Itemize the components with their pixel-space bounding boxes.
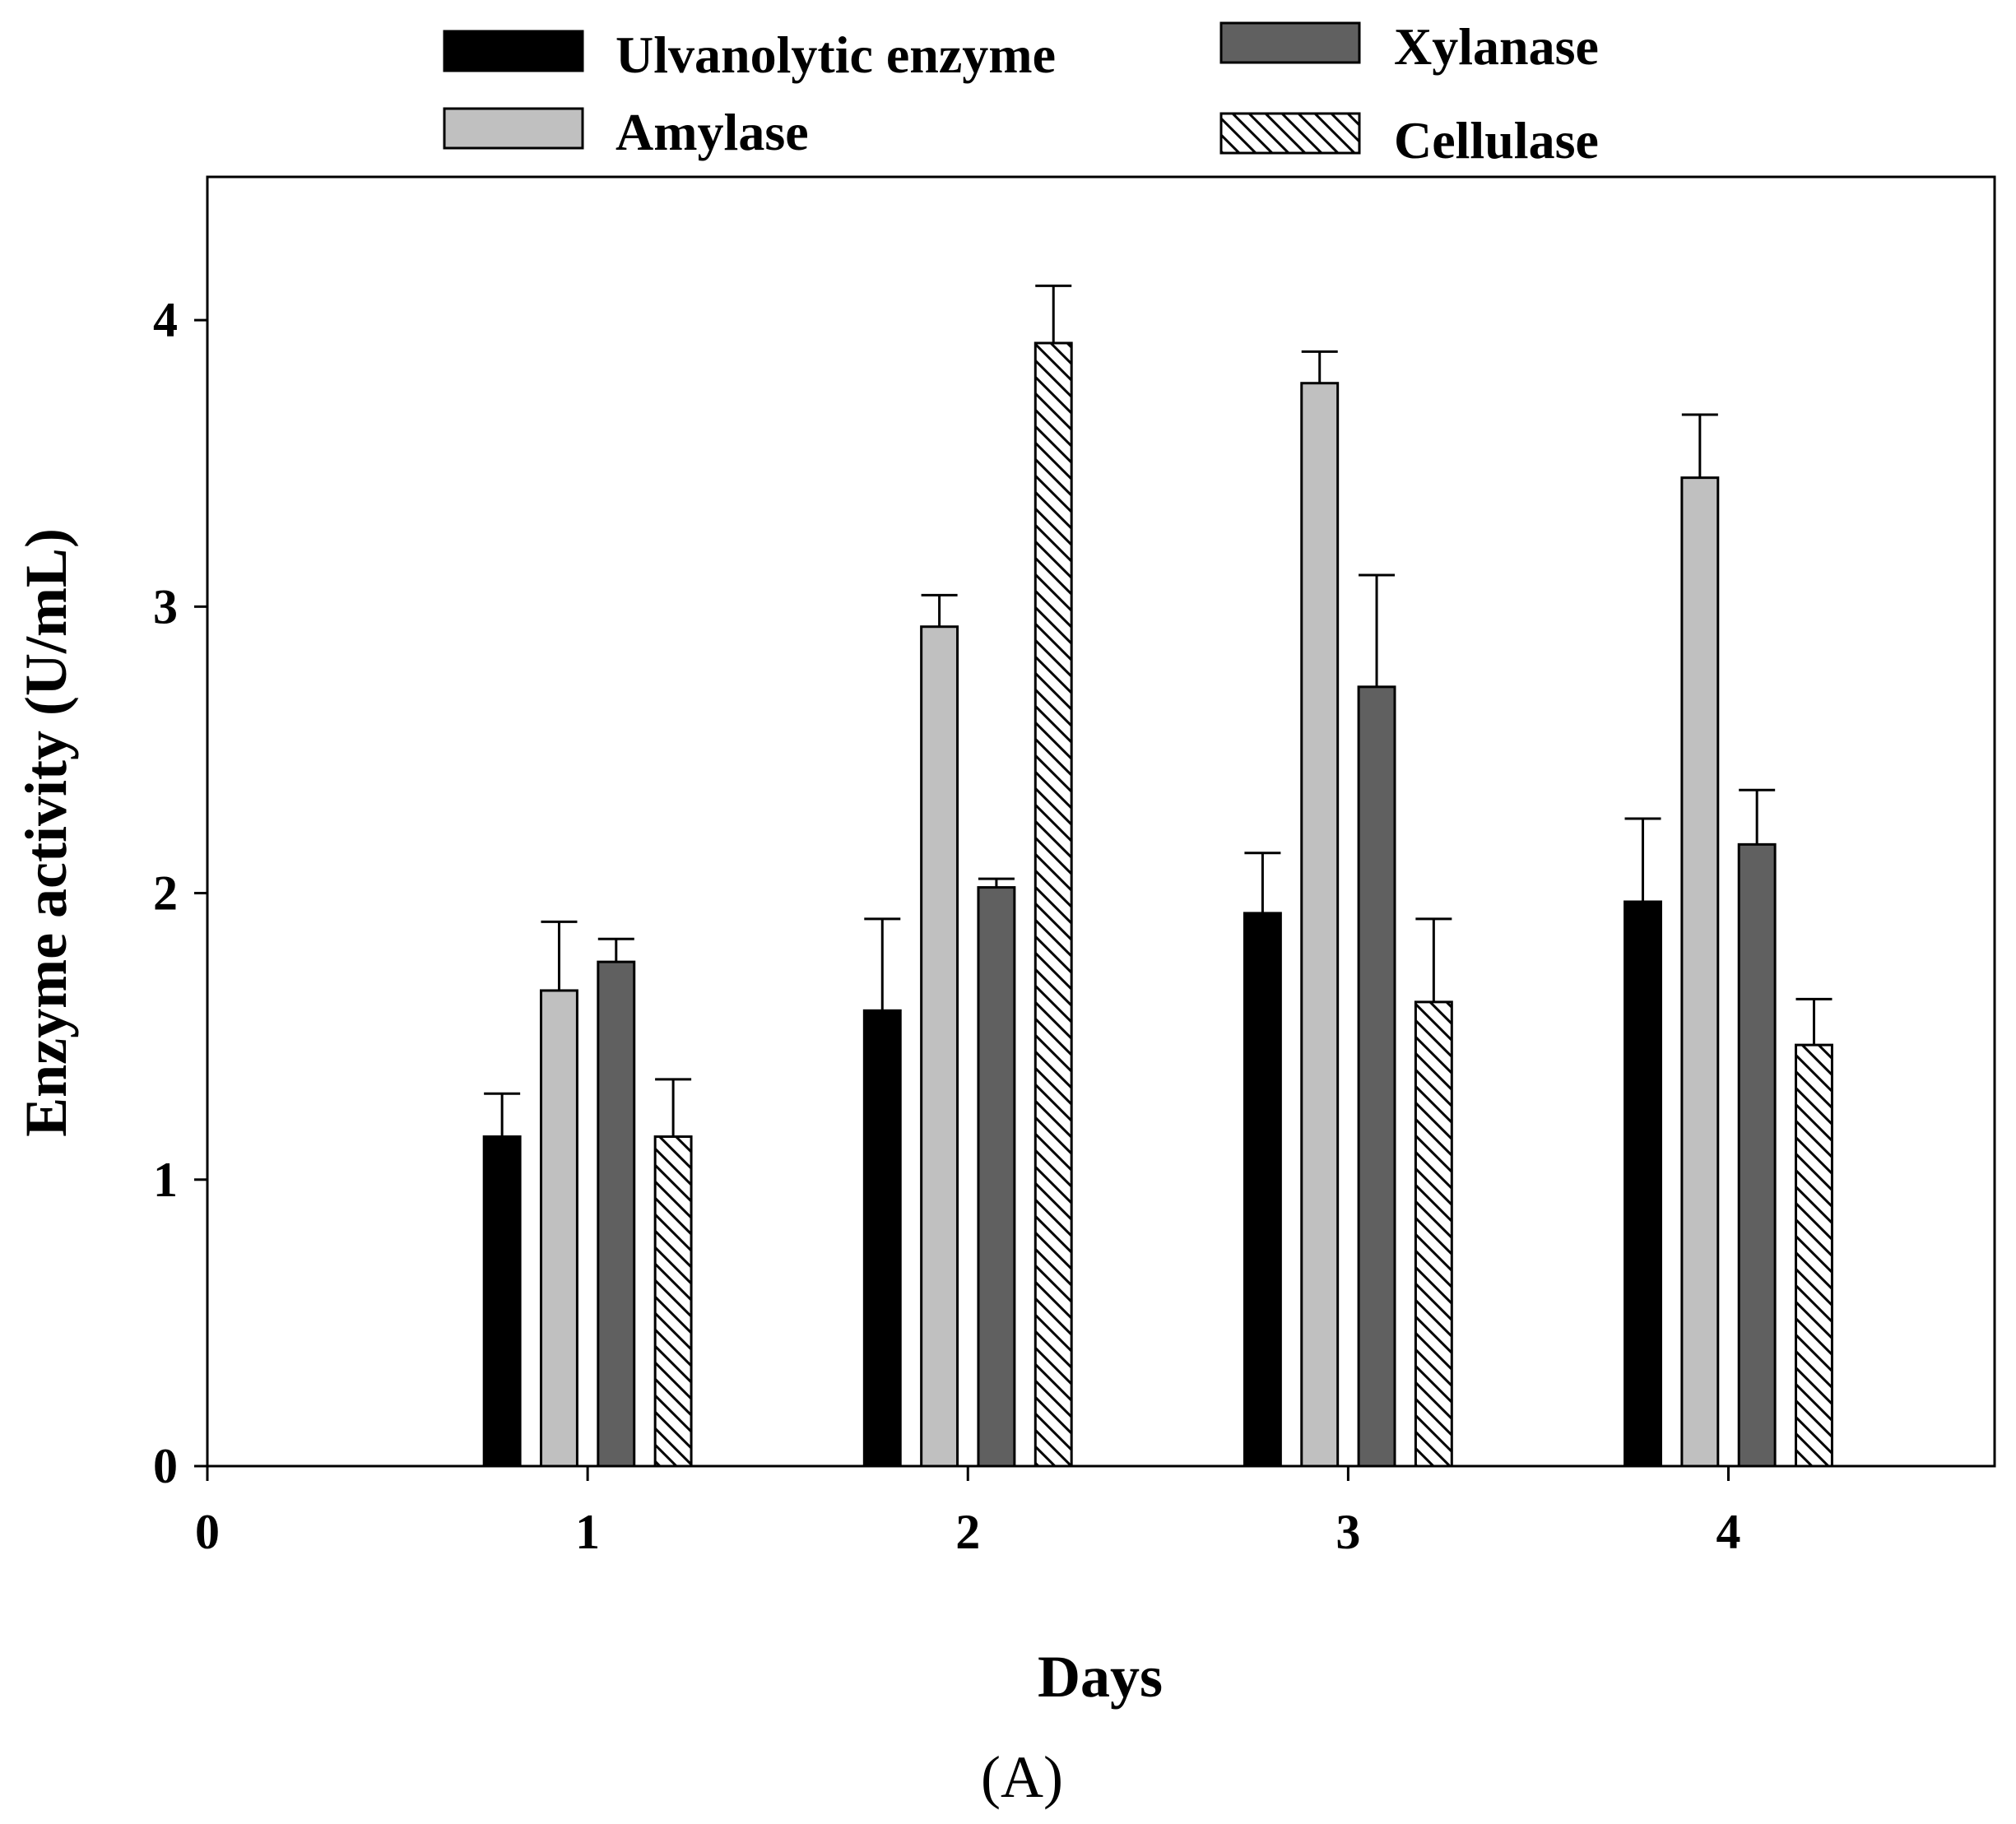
x-tick-label: 1 <box>575 1505 600 1559</box>
bar-ulvanolytic-enzyme-day-2 <box>862 1009 902 1468</box>
y-axis-title: Enzyme activity (U/mL) <box>13 528 79 1137</box>
panel-label: (A) <box>981 1744 1063 1810</box>
legend-label-xylanase: Xylanase <box>1394 17 1599 76</box>
x-tick-label: 2 <box>955 1505 980 1559</box>
bar-cellulase-day-3 <box>1414 1000 1453 1468</box>
legend-swatch-amylase <box>443 107 584 150</box>
y-tick-label: 0 <box>153 1439 178 1493</box>
legend-label-ulvanolytic-enzyme: Ulvanolytic enzyme <box>615 26 1056 84</box>
bar-xylanase-day-1 <box>597 960 636 1468</box>
legend-label-cellulase: Cellulase <box>1394 111 1599 169</box>
x-axis: 0 1 2 3 4 <box>195 1466 1741 1559</box>
y-tick-label: 3 <box>153 579 178 634</box>
bar-amylase-day-4 <box>1680 476 1720 1468</box>
bar-amylase-day-2 <box>920 625 959 1468</box>
bars <box>482 341 1833 1468</box>
bar-ulvanolytic-enzyme-day-3 <box>1243 912 1282 1468</box>
bar-ulvanolytic-enzyme-day-4 <box>1623 900 1662 1468</box>
x-tick-label: 3 <box>1335 1505 1360 1559</box>
bar-ulvanolytic-enzyme-day-1 <box>482 1135 522 1468</box>
bar-amylase-day-3 <box>1300 382 1340 1468</box>
legend-swatch-xylanase <box>1219 21 1361 64</box>
bar-cellulase-day-1 <box>653 1135 693 1468</box>
plot-border <box>206 175 1996 1468</box>
x-tick-label: 4 <box>1716 1505 1741 1559</box>
bar-xylanase-day-2 <box>977 886 1016 1468</box>
bar-cellulase-day-4 <box>1795 1043 1833 1468</box>
x-axis-title: Days <box>1038 1644 1163 1710</box>
plot-frame <box>206 175 1996 1468</box>
y-axis: 0 1 2 3 4 <box>153 293 207 1493</box>
legend-swatch-cellulase <box>1219 112 1361 155</box>
legend: Ulvanolytic enzyme Amylase Xylanase Cellula… <box>443 17 1599 169</box>
error-bars <box>484 284 1833 1137</box>
legend-swatch-ulvanolytic-enzyme <box>443 30 584 72</box>
bar-amylase-day-1 <box>540 989 578 1468</box>
bar-cellulase-day-2 <box>1034 341 1073 1468</box>
y-tick-label: 1 <box>153 1153 178 1207</box>
bar-xylanase-day-4 <box>1737 842 1777 1468</box>
bar-xylanase-day-3 <box>1357 685 1396 1468</box>
y-tick-label: 2 <box>153 866 178 921</box>
legend-label-amylase: Amylase <box>615 103 809 161</box>
y-tick-label: 4 <box>153 293 178 347</box>
x-tick-label: 0 <box>195 1505 220 1559</box>
